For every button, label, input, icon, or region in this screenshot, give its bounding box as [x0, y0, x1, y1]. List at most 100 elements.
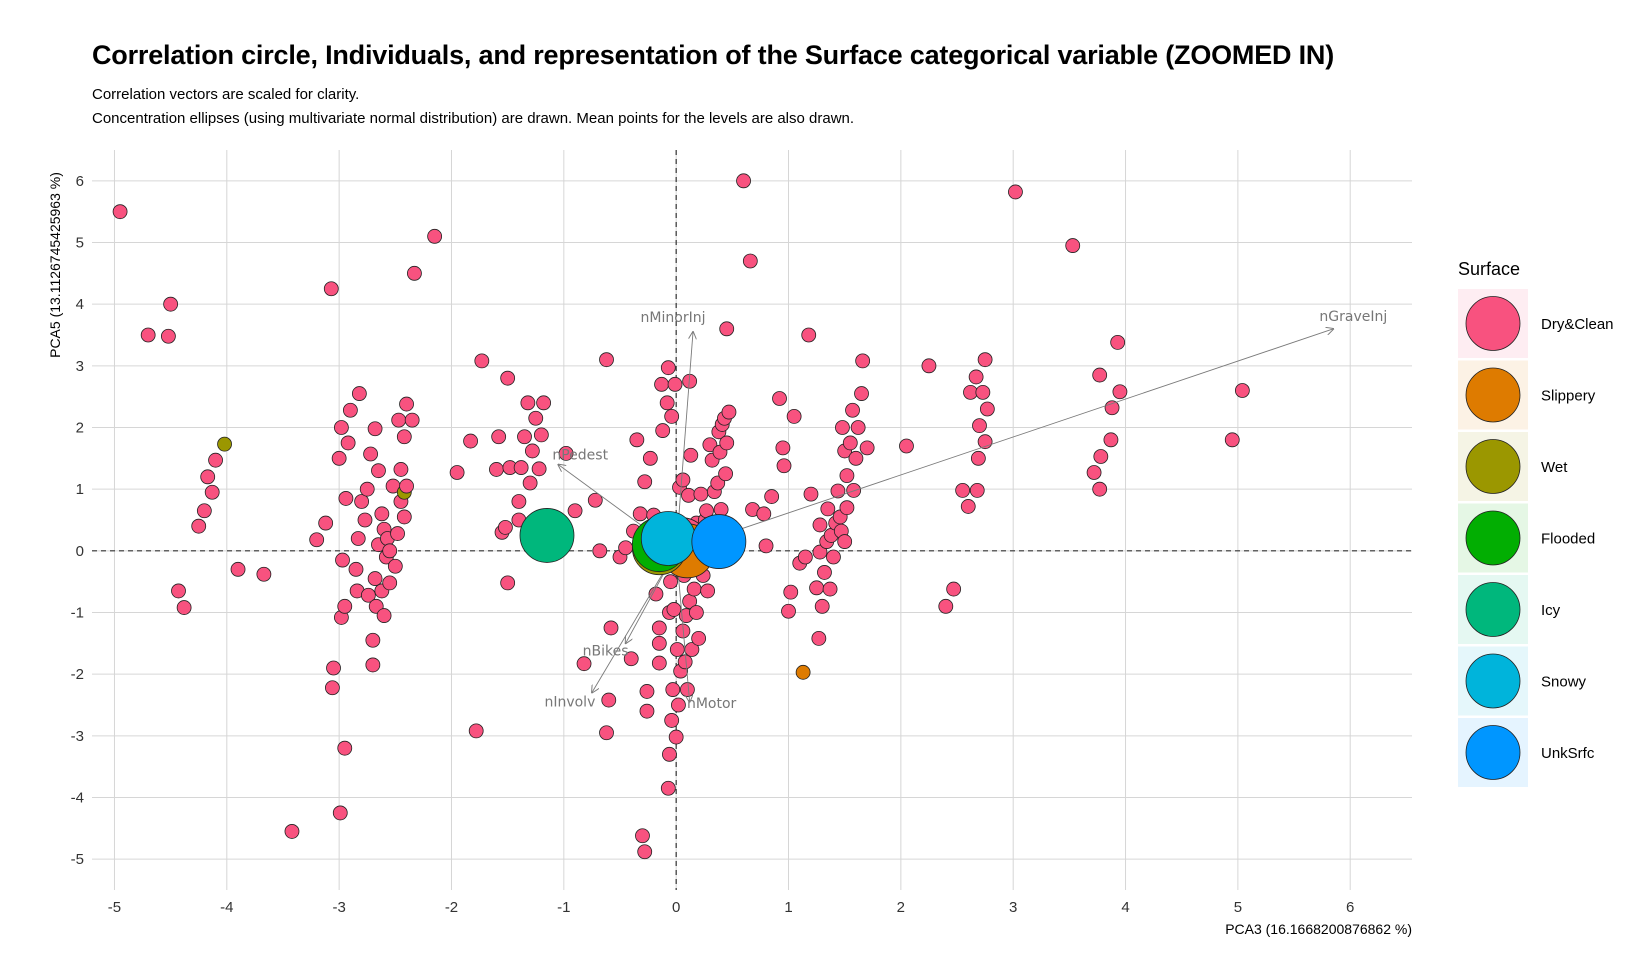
- individual-point: [396, 429, 412, 445]
- y-tick-label: -3: [71, 728, 84, 745]
- y-tick-label: 0: [76, 543, 84, 560]
- x-tick-label: -4: [220, 899, 233, 916]
- legend-label: Slippery: [1541, 388, 1596, 405]
- individual-point: [427, 228, 443, 244]
- legend-key-swatch: [1465, 367, 1521, 423]
- individual-point: [332, 805, 348, 821]
- individual-point: [772, 391, 787, 406]
- legend-key-swatch: [1465, 296, 1521, 351]
- individual-point: [693, 486, 709, 502]
- individual-point: [1092, 367, 1108, 383]
- individual-point: [758, 538, 774, 554]
- individual-point: [517, 429, 532, 445]
- axis-ticks: -5 -4 -3 -2 -1 0 1 2 3 4 5 6 -5 -4 -3 -2 -1 0 1 2 3 4 5 6: [71, 173, 1355, 916]
- individual-point: [835, 420, 850, 435]
- y-axis-label: PCA5 (13.1126745425963 %): [47, 172, 63, 358]
- individual-point: [576, 656, 592, 672]
- individual-point: [567, 503, 583, 519]
- individual-point: [855, 353, 871, 369]
- individual-point: [393, 462, 409, 477]
- level-mean-points: [519, 508, 747, 579]
- chart-title: Correlation circle, Individuals, and rep…: [92, 40, 1335, 70]
- individual-point: [817, 565, 832, 580]
- individual-point: [946, 581, 962, 597]
- x-tick-label: -1: [557, 899, 570, 916]
- individual-point: [637, 844, 653, 860]
- individual-point: [859, 440, 875, 456]
- individual-point: [842, 435, 858, 451]
- individual-point: [803, 486, 819, 502]
- legend-label: UnkSrfc: [1541, 745, 1595, 762]
- individual-point: [513, 460, 529, 475]
- individual-point: [1112, 384, 1128, 400]
- y-tick-label: -4: [71, 790, 84, 807]
- legend-label: Wet: [1541, 459, 1568, 476]
- legend-label: Icy: [1541, 602, 1561, 619]
- individual-point: [781, 603, 796, 619]
- individual-point: [230, 561, 246, 577]
- individual-point: [325, 680, 340, 696]
- individual-point: [1110, 334, 1126, 350]
- individual-point: [970, 450, 986, 466]
- x-tick-label: -3: [332, 899, 345, 916]
- x-tick-label: 5: [1234, 899, 1242, 916]
- individual-point: [629, 432, 645, 448]
- individual-point: [830, 483, 846, 499]
- individual-point: [171, 583, 186, 599]
- individual-point: [664, 408, 680, 424]
- mean-point-UnkSrfc: [691, 514, 747, 569]
- individual-point: [854, 386, 869, 401]
- individual-point: [511, 494, 527, 509]
- y-tick-label: -1: [71, 605, 84, 622]
- y-tick-label: 1: [76, 481, 84, 498]
- individual-point: [659, 395, 675, 411]
- legend-item: Dry&Clean: [1458, 289, 1614, 358]
- legend-item: Snowy: [1458, 646, 1587, 716]
- y-tick-label: 3: [76, 358, 84, 375]
- individual-point: [196, 503, 212, 519]
- legend-item: Flooded: [1458, 503, 1595, 573]
- individual-point: [667, 376, 683, 392]
- individual-point: [666, 602, 682, 617]
- individual-point: [719, 435, 735, 451]
- individual-point: [474, 353, 490, 369]
- individual-point: [191, 518, 207, 534]
- x-tick-label: -5: [108, 899, 121, 916]
- individual-point: [675, 472, 691, 488]
- individual-point: [665, 682, 681, 697]
- legend-key-swatch: [1465, 439, 1521, 494]
- individual-point: [975, 384, 991, 400]
- vector-label-nBikes: nBikes: [583, 643, 629, 659]
- individual-point: [531, 461, 547, 477]
- legend-key-swatch: [1465, 725, 1521, 780]
- individual-point: [1104, 400, 1120, 416]
- individual-point: [200, 469, 216, 485]
- vector-label-nGraveInj: nGraveInj: [1319, 309, 1387, 325]
- individual-point: [669, 642, 685, 657]
- individual-point: [309, 532, 325, 548]
- individual-point: [256, 566, 272, 582]
- x-tick-label: -2: [445, 899, 458, 916]
- individual-point: [357, 512, 373, 528]
- individual-point: [498, 520, 513, 535]
- x-axis-label: PCA3 (16.1668200876862 %): [1225, 921, 1412, 937]
- individual-point: [323, 281, 339, 297]
- individual-point: [1093, 449, 1109, 464]
- vector-label-nMinorInj: nMinorInj: [641, 310, 706, 326]
- legend-label: Snowy: [1541, 674, 1587, 691]
- individual-point: [848, 450, 864, 466]
- individual-point: [680, 682, 695, 697]
- individual-point: [963, 384, 978, 400]
- x-tick-label: 4: [1121, 899, 1129, 916]
- individual-point: [603, 620, 619, 636]
- individual-point: [671, 697, 686, 713]
- individual-point: [1103, 432, 1119, 448]
- individual-point: [500, 575, 516, 591]
- individual-point: [820, 501, 836, 517]
- legend-label: Dry&Clean: [1541, 316, 1614, 333]
- individual-point: [387, 558, 403, 574]
- legend-item: Slippery: [1458, 360, 1596, 430]
- individual-point: [721, 404, 737, 420]
- individual-point: [558, 445, 574, 461]
